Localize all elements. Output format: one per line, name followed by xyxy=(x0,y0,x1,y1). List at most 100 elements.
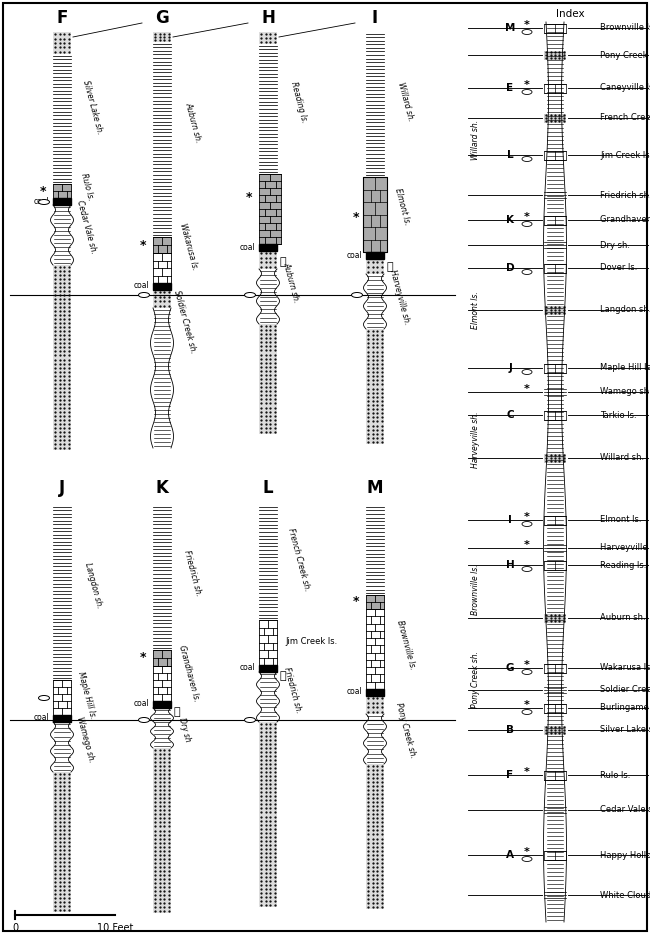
Text: *: * xyxy=(524,384,530,394)
Ellipse shape xyxy=(522,856,532,861)
Text: Willard sh.: Willard sh. xyxy=(396,81,415,122)
Ellipse shape xyxy=(522,567,532,572)
Bar xyxy=(544,454,566,462)
Text: Friedrich sh.: Friedrich sh. xyxy=(600,191,650,200)
Text: B: B xyxy=(506,725,514,735)
Bar xyxy=(544,263,566,273)
Text: French Creek sh.: French Creek sh. xyxy=(600,114,650,122)
Ellipse shape xyxy=(38,200,49,205)
Text: Friedrich sh.: Friedrich sh. xyxy=(283,666,304,714)
Text: Soldier Creek sh.: Soldier Creek sh. xyxy=(600,686,650,695)
Text: White Cloud sh.: White Cloud sh. xyxy=(600,890,650,899)
Ellipse shape xyxy=(352,292,363,298)
Bar xyxy=(259,324,277,434)
Bar xyxy=(363,177,387,252)
Text: *: * xyxy=(524,512,530,522)
Bar xyxy=(544,726,566,734)
Text: K: K xyxy=(506,215,514,225)
Ellipse shape xyxy=(522,710,532,715)
Text: *: * xyxy=(140,238,146,251)
Text: M: M xyxy=(505,23,515,33)
Bar xyxy=(544,216,566,224)
Bar xyxy=(259,244,277,251)
Text: Burlingame ls.: Burlingame ls. xyxy=(600,703,650,713)
Bar xyxy=(366,252,384,259)
Text: Brownville ls.: Brownville ls. xyxy=(600,23,650,33)
Bar xyxy=(259,32,277,44)
Text: *: * xyxy=(353,596,359,608)
Bar xyxy=(544,663,566,672)
Text: F: F xyxy=(506,770,514,780)
Text: I: I xyxy=(372,9,378,27)
Bar xyxy=(544,851,566,859)
Bar xyxy=(544,703,566,713)
Bar xyxy=(153,650,171,666)
Text: coal: coal xyxy=(133,281,149,290)
Text: Langdon sh.: Langdon sh. xyxy=(83,561,103,609)
Text: *: * xyxy=(524,20,530,30)
Ellipse shape xyxy=(522,157,532,162)
Text: H: H xyxy=(261,9,275,27)
Text: Wakarusa ls.: Wakarusa ls. xyxy=(178,222,200,272)
Text: Cedar Vale sh.: Cedar Vale sh. xyxy=(75,199,98,255)
Bar xyxy=(53,265,71,450)
Text: L: L xyxy=(507,150,514,160)
Text: G: G xyxy=(506,663,514,673)
Text: Grandhaven ls.: Grandhaven ls. xyxy=(177,644,201,702)
Text: Harveyville sh.: Harveyville sh. xyxy=(471,412,480,468)
Bar xyxy=(153,237,171,253)
Text: coal: coal xyxy=(346,250,362,260)
Text: Friedrich sh.: Friedrich sh. xyxy=(183,549,203,597)
Text: Silver Lake sh.: Silver Lake sh. xyxy=(600,726,650,734)
Ellipse shape xyxy=(522,30,532,35)
Text: *: * xyxy=(246,191,252,204)
Bar xyxy=(544,411,566,419)
Bar xyxy=(366,329,384,444)
Bar xyxy=(544,305,566,315)
Text: *: * xyxy=(524,660,530,670)
Text: L: L xyxy=(263,479,273,497)
Bar xyxy=(259,665,277,672)
Text: Wakarusa ls.: Wakarusa ls. xyxy=(600,663,650,672)
Bar xyxy=(53,715,71,722)
Bar xyxy=(53,772,71,912)
Bar xyxy=(544,83,566,92)
Text: Tarkio ls.: Tarkio ls. xyxy=(600,411,636,419)
Text: J: J xyxy=(59,479,65,497)
Bar xyxy=(544,150,566,160)
Text: Harveyville sh.: Harveyville sh. xyxy=(600,544,650,553)
Text: Reading ls.: Reading ls. xyxy=(289,80,309,123)
Text: Reading ls.: Reading ls. xyxy=(600,560,646,570)
Ellipse shape xyxy=(244,292,255,298)
Text: coal: coal xyxy=(346,687,362,697)
Bar xyxy=(53,198,71,205)
Text: Cedar Vale sh.: Cedar Vale sh. xyxy=(600,805,650,814)
Text: *: * xyxy=(524,847,530,857)
Bar xyxy=(544,614,566,622)
Text: Dover ls.: Dover ls. xyxy=(600,263,638,273)
Text: Willard sh.: Willard sh. xyxy=(471,120,480,160)
Text: Index: Index xyxy=(556,9,584,19)
Text: Langdon sh.: Langdon sh. xyxy=(600,305,650,315)
Text: *: * xyxy=(40,185,46,197)
Ellipse shape xyxy=(522,90,532,94)
Bar xyxy=(259,251,277,269)
Bar xyxy=(153,701,171,708)
Text: ℊ: ℊ xyxy=(280,671,286,681)
Ellipse shape xyxy=(244,717,255,723)
Text: Jim Creek ls.: Jim Creek ls. xyxy=(285,638,337,646)
Text: Wamego sh.: Wamego sh. xyxy=(600,388,650,397)
Bar xyxy=(53,680,71,715)
Bar xyxy=(366,259,384,274)
Text: Auburn sh.: Auburn sh. xyxy=(183,101,203,143)
Text: Dry sh: Dry sh xyxy=(177,717,192,743)
Text: *: * xyxy=(140,652,146,664)
Text: G: G xyxy=(155,9,169,27)
Bar xyxy=(153,253,171,283)
Bar xyxy=(53,32,71,54)
Text: Willard sh.: Willard sh. xyxy=(600,454,644,462)
Text: coal: coal xyxy=(33,196,49,205)
Bar xyxy=(544,560,566,570)
Text: French Creek sh.: French Creek sh. xyxy=(286,528,312,592)
Text: C: C xyxy=(506,410,514,420)
